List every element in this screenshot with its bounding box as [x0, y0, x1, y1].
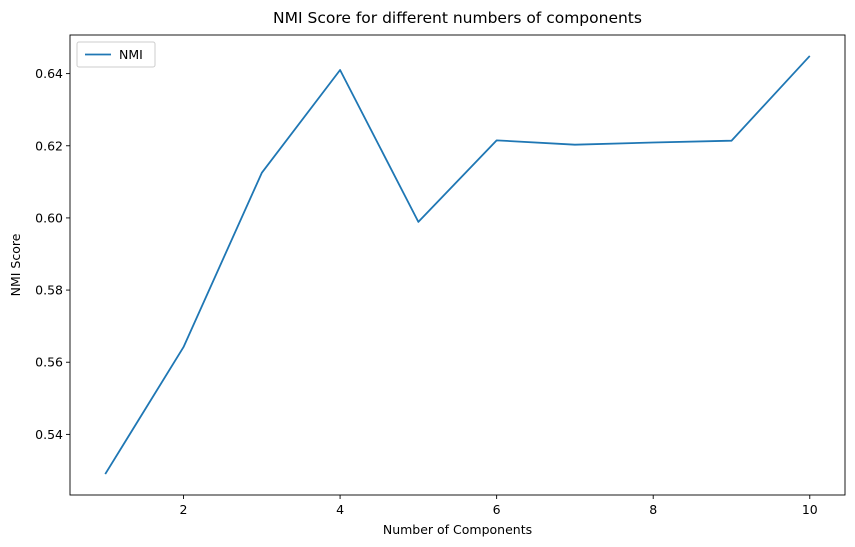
x-axis-label: Number of Components — [383, 522, 532, 537]
legend-box — [76, 41, 156, 68]
y-tick-label: 0.54 — [35, 427, 63, 442]
x-axis-ticks: 2 4 6 8 10 — [180, 495, 818, 517]
data-point-nmi — [809, 55, 811, 57]
y-tick-label: 0.64 — [35, 66, 63, 81]
x-tick-label: 8 — [649, 502, 657, 517]
y-axis-ticks: 0.54 0.56 0.58 0.60 0.62 0.64 — [35, 66, 70, 442]
y-tick-label: 0.58 — [35, 283, 63, 298]
data-point-nmi — [339, 69, 341, 71]
data-point-nmi — [261, 172, 263, 174]
axes-frame — [69, 34, 846, 496]
x-tick-label: 2 — [180, 502, 188, 517]
y-tick-label: 0.60 — [35, 210, 63, 225]
x-tick-label: 10 — [802, 502, 818, 517]
data-point-nmi — [652, 142, 654, 144]
chart-title: NMI Score for different numbers of compo… — [273, 9, 642, 27]
legend-label-nmi: NMI — [119, 47, 143, 62]
y-axis-label: NMI Score — [8, 233, 23, 296]
data-point-nmi — [574, 144, 576, 146]
y-tick-label: 0.62 — [35, 138, 63, 153]
data-point-nmi — [731, 140, 733, 142]
x-tick-label: 4 — [336, 502, 344, 517]
data-point-nmi — [418, 221, 420, 223]
legend: NMI — [76, 41, 156, 68]
y-tick-label: 0.56 — [35, 355, 63, 370]
data-point-nmi — [496, 140, 498, 142]
series-line-nmi — [104, 55, 811, 475]
data-point-nmi — [183, 346, 185, 348]
x-tick-label: 6 — [493, 502, 501, 517]
plot-area — [69, 34, 846, 496]
data-point-nmi — [104, 473, 106, 475]
